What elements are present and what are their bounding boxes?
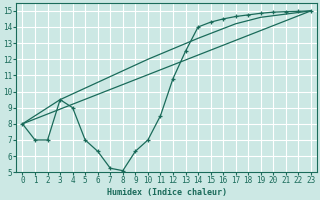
X-axis label: Humidex (Indice chaleur): Humidex (Indice chaleur) (107, 188, 227, 197)
